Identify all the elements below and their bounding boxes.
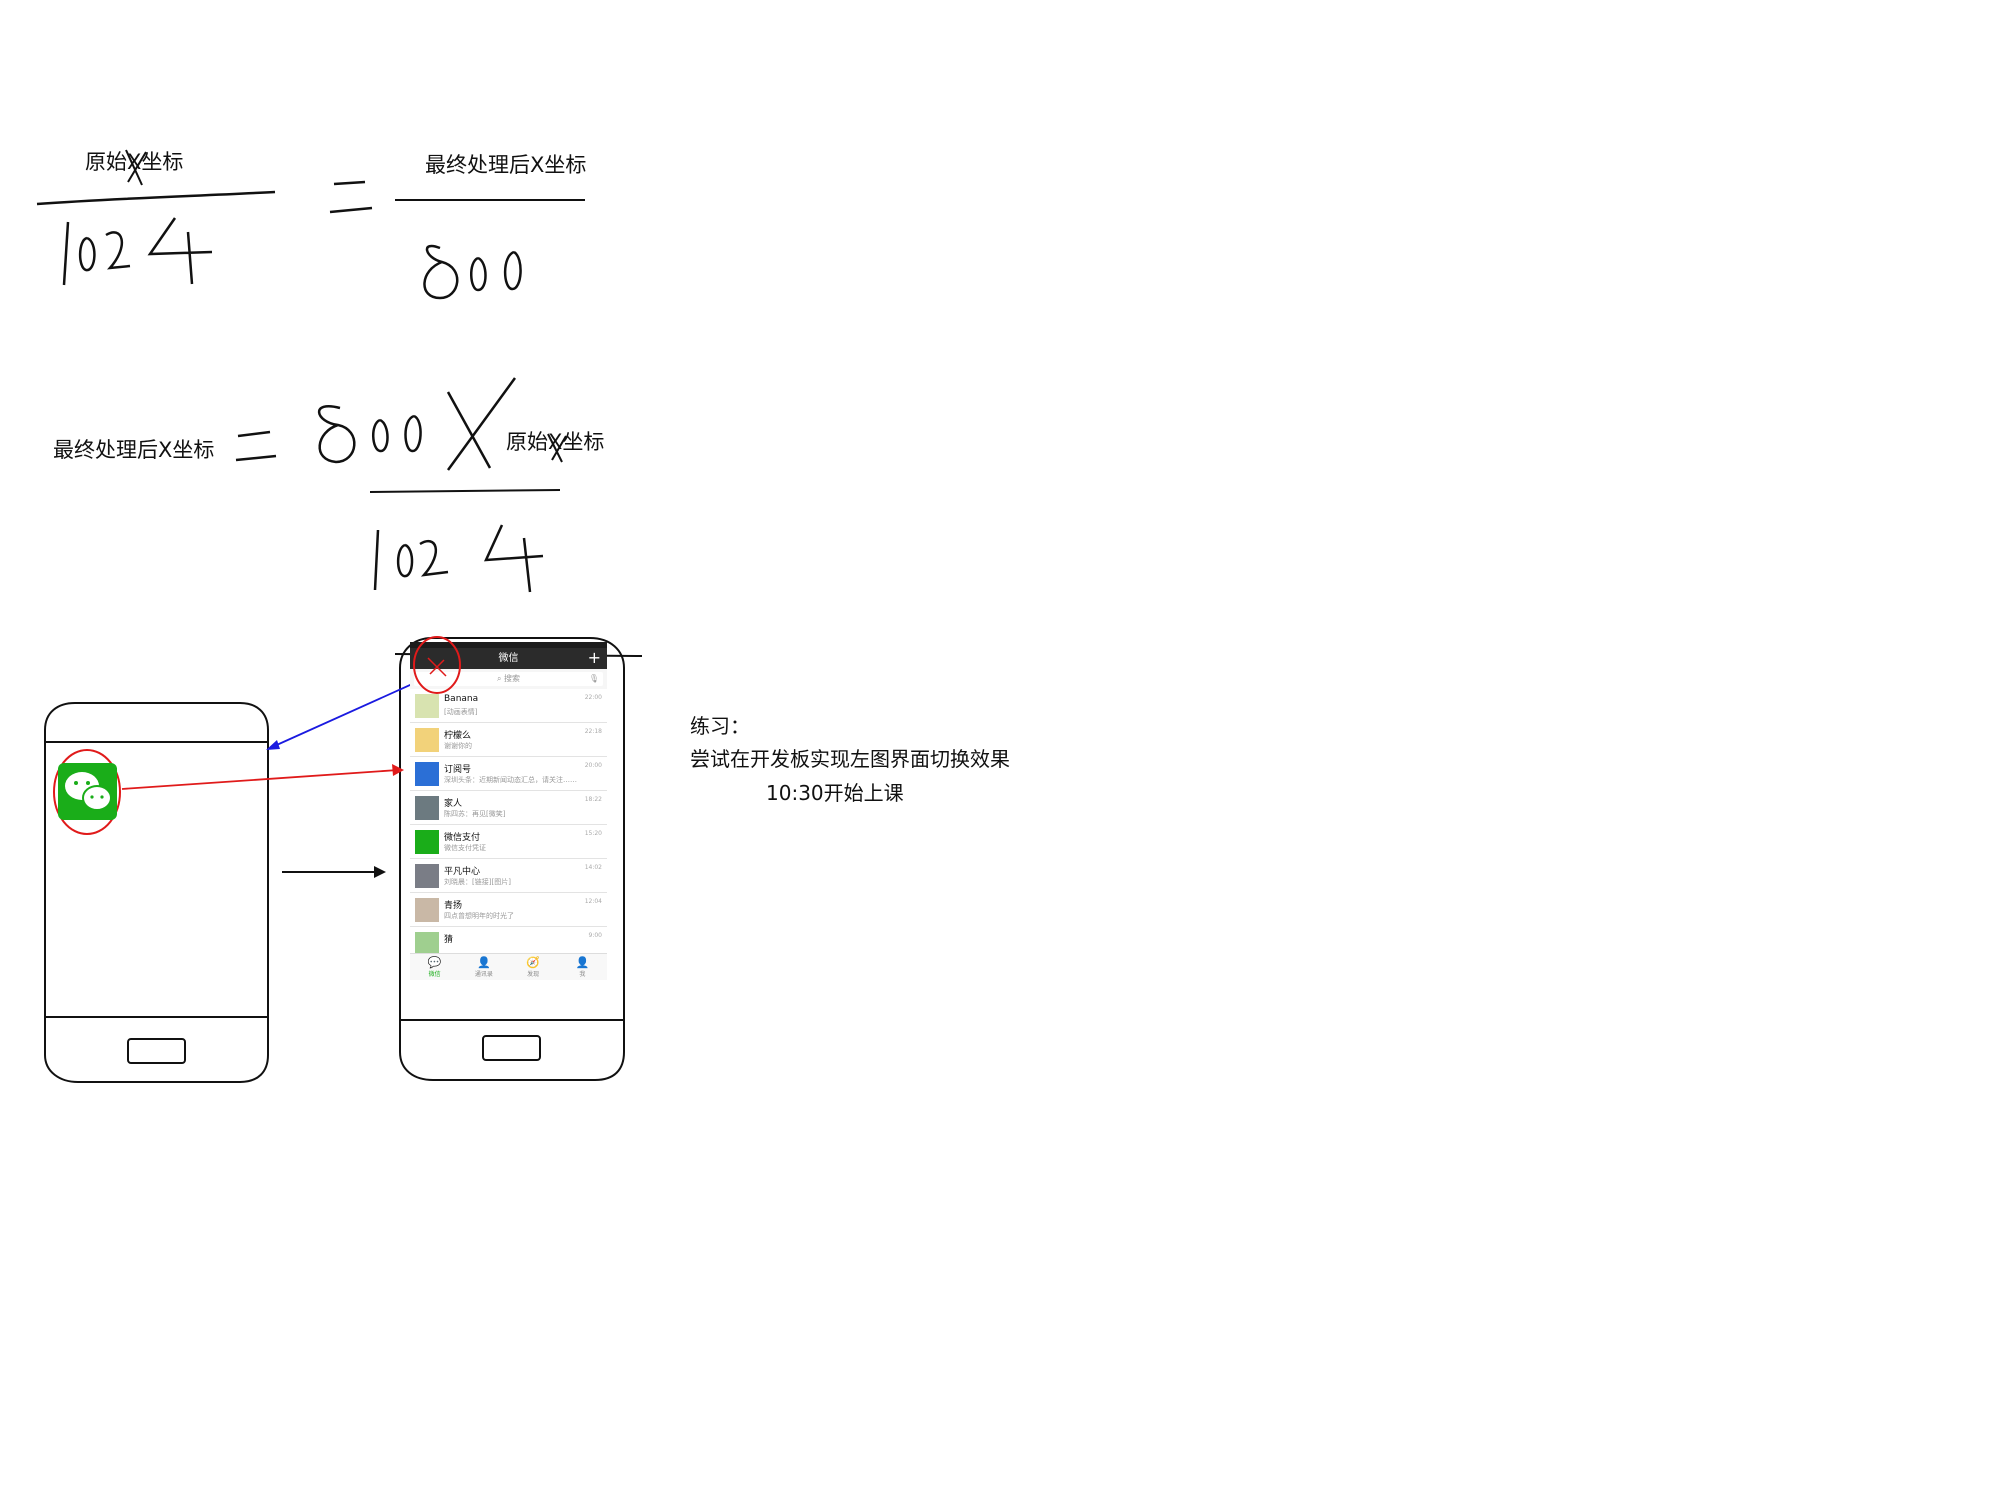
chat-preview: 深圳头条：近期新闻动态汇总，请关注…… bbox=[444, 776, 577, 784]
chat-time: 14:02 bbox=[584, 864, 602, 871]
final-x-label-bottom: 最终处理后X坐标 bbox=[53, 438, 215, 462]
search-bar[interactable]: ⌕ 搜索 🎙 bbox=[414, 672, 603, 686]
chat-avatar bbox=[415, 830, 439, 854]
handwritten-times-x bbox=[446, 377, 517, 471]
search-icon: ⌕ bbox=[496, 674, 505, 683]
chat-row[interactable]: 青扬 四点曾想明年的时光了 12:04 bbox=[410, 893, 607, 927]
compass-icon: 🧭 bbox=[526, 956, 540, 969]
orig-x-label-bottom: 原始X坐标 bbox=[506, 430, 605, 454]
handwritten-800-bottom bbox=[317, 405, 422, 464]
tab-label: 发现 bbox=[527, 971, 540, 978]
handwritten-1024-top bbox=[62, 217, 213, 286]
exercise-title: 练习： bbox=[690, 714, 750, 738]
tab-compass[interactable]: 🧭 发现 bbox=[509, 954, 558, 980]
chat-time: 12:04 bbox=[584, 898, 602, 905]
chat-row[interactable]: 订阅号 深圳头条：近期新闻动态汇总，请关注…… 20:00 bbox=[410, 757, 607, 791]
me-icon: 👤 bbox=[575, 956, 590, 969]
status-bar bbox=[410, 642, 607, 648]
chat-row[interactable]: 微信支付 微信支付凭证 15:20 bbox=[410, 825, 607, 859]
x-mark-top-left bbox=[125, 149, 147, 186]
chat-avatar bbox=[415, 932, 439, 956]
equals-bottom bbox=[235, 430, 277, 462]
chat-time: 22:18 bbox=[584, 728, 602, 735]
equals-top bbox=[329, 180, 373, 214]
chat-name: 微信支付 bbox=[444, 833, 481, 843]
chat-preview: 刘晓晨：[链接][图片] bbox=[444, 878, 511, 886]
chat-row[interactable]: 平凡中心 刘晓晨：[链接][图片] 14:02 bbox=[410, 859, 607, 893]
chat-time: 18:22 bbox=[584, 796, 602, 803]
chat-row[interactable]: 家人 陈四苏：再见[微笑] 18:22 bbox=[410, 791, 607, 825]
tab-chat[interactable]: 💬 微信 bbox=[410, 954, 459, 980]
chat-time: 9:00 bbox=[588, 932, 602, 939]
x-mark-bottom bbox=[547, 433, 567, 463]
tab-label: 通讯录 bbox=[474, 971, 493, 978]
chat-avatar bbox=[415, 796, 439, 820]
orig-x-label-top: 原始X坐标 bbox=[85, 150, 184, 174]
chat-name: Banana bbox=[444, 694, 479, 704]
chat-list: Banana [动画表情] 22:00 柠檬么 谢谢你的 22:18 订阅号 深圳头条：近期新… bbox=[410, 689, 607, 961]
plus-icon[interactable]: + bbox=[587, 648, 601, 667]
wechat-title: 微信 bbox=[498, 653, 519, 664]
tab-me[interactable]: 👤 我 bbox=[558, 954, 607, 980]
wechat-app-icon[interactable] bbox=[58, 763, 117, 820]
chat-name: 青扬 bbox=[444, 901, 463, 911]
red-circle-left-icon bbox=[53, 749, 121, 835]
chat-avatar bbox=[415, 762, 439, 786]
tab-label: 我 bbox=[579, 971, 586, 978]
chat-avatar bbox=[415, 694, 439, 718]
chat-name: 家人 bbox=[444, 799, 463, 809]
chat-row[interactable]: Banana [动画表情] 22:00 bbox=[410, 689, 607, 723]
chat-preview: [动画表情] bbox=[444, 708, 478, 716]
chat-row[interactable]: 柠檬么 谢谢你的 22:18 bbox=[410, 723, 607, 757]
chat-avatar bbox=[415, 728, 439, 752]
contacts-icon: 👤 bbox=[477, 956, 491, 969]
fraction-line-top-left bbox=[36, 190, 276, 206]
wechat-title-bar: 微信 + bbox=[410, 648, 607, 669]
chat-preview: 微信支付凭证 bbox=[444, 844, 486, 852]
chat-time: 15:20 bbox=[584, 830, 602, 837]
class-time-note: 10:30开始上课 bbox=[766, 781, 904, 805]
chat-preview: 谢谢你的 bbox=[444, 742, 472, 750]
exercise-task: 尝试在开发板实现左图界面切换效果 bbox=[690, 747, 1010, 771]
chat-time: 22:00 bbox=[584, 694, 602, 701]
red-arrow bbox=[121, 769, 399, 790]
wechat-chat-list-screen: 微信 + ⌕ 搜索 🎙 Banana [动画表情] 22:00 柠檬么 谢谢你的 22:1… bbox=[410, 642, 607, 980]
chat-time: 20:00 bbox=[584, 762, 602, 769]
chat-preview: 四点曾想明年的时光了 bbox=[444, 912, 514, 920]
blue-arrow bbox=[269, 675, 431, 749]
chat-name: 猜 bbox=[444, 935, 454, 945]
tab-label: 微信 bbox=[428, 971, 441, 978]
tab-contacts[interactable]: 👤 通讯录 bbox=[459, 954, 508, 980]
bottom-tab-bar: 💬 微信 👤 通讯录 🧭 发现 👤 我 bbox=[410, 953, 607, 980]
chat-avatar bbox=[415, 898, 439, 922]
chat-avatar bbox=[415, 864, 439, 888]
chat-preview: 陈四苏：再见[微笑] bbox=[444, 810, 506, 818]
phone-left-outline bbox=[44, 702, 269, 1083]
chat-name: 柠檬么 bbox=[444, 731, 472, 741]
mic-icon[interactable]: 🎙 bbox=[588, 674, 599, 683]
search-placeholder: 搜索 bbox=[504, 674, 521, 683]
chat-icon: 💬 bbox=[427, 956, 442, 969]
fraction-line-bottom bbox=[369, 489, 561, 493]
chat-name: 平凡中心 bbox=[444, 867, 481, 877]
handwritten-800-top bbox=[423, 244, 522, 300]
final-x-label-top: 最终处理后X坐标 bbox=[425, 153, 587, 177]
handwritten-1024-bottom bbox=[373, 524, 544, 593]
chat-name: 订阅号 bbox=[444, 765, 472, 775]
